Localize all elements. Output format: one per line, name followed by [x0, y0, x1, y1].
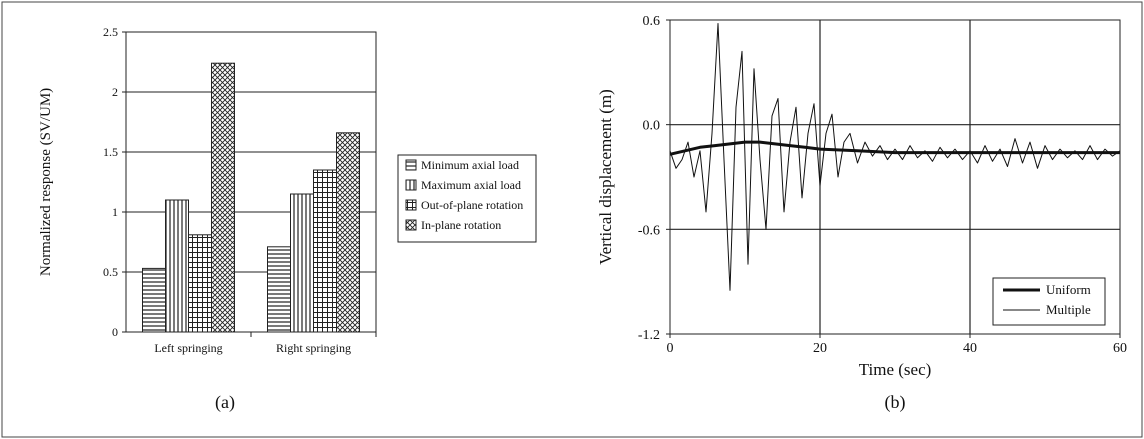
bar-y-tick-label: 1.5	[103, 145, 118, 159]
bar-legend-label: Maximum axial load	[421, 178, 521, 192]
bar	[188, 234, 212, 333]
bar	[165, 199, 189, 333]
line-legend-label: Uniform	[1046, 282, 1091, 297]
bar-legend-swatch	[405, 199, 417, 211]
panel-label-a: (a)	[215, 392, 235, 413]
bar-y-tick-label: 2	[112, 85, 118, 99]
bar	[290, 193, 314, 333]
bars	[142, 62, 360, 333]
line-y-ticks: 0.6 0.0 -0.6 -1.2	[638, 14, 670, 343]
line-gridlines	[670, 20, 1120, 334]
bar	[142, 267, 166, 333]
bar	[336, 132, 360, 333]
bar-legend-label: Out-of-plane rotation	[421, 198, 523, 212]
line-x-tick-label: 40	[963, 341, 977, 356]
line-y-tick-label: -0.6	[638, 223, 660, 238]
bar-legend-entries: Minimum axial load Maximum axial load Out-…	[405, 158, 523, 232]
bar	[267, 246, 291, 333]
panel-label-b: (b)	[885, 392, 906, 413]
line-series	[669, 23, 1121, 291]
line-x-axis-label: Time (sec)	[859, 360, 932, 379]
bar-legend-swatch	[405, 179, 417, 191]
bar	[313, 169, 337, 333]
bar-legend-swatch	[405, 159, 417, 171]
line-x-tick-label: 20	[813, 341, 827, 356]
bar-legend-label: In-plane rotation	[421, 218, 501, 232]
line-y-tick-label: -1.2	[638, 328, 660, 343]
bar-chart-panel: 0 0.5 1 1.5 2 2.5 Left springing Right springi…	[38, 25, 537, 413]
series-line-multiple	[669, 23, 1121, 291]
line-y-axis-label: Vertical displacement (m)	[596, 89, 615, 265]
line-x-ticks: 0 20 40 60	[667, 334, 1127, 356]
bar-y-ticks: 0 0.5 1 1.5 2 2.5	[103, 25, 126, 339]
series-line-uniform	[669, 140, 1120, 156]
line-legend: Uniform Multiple	[992, 277, 1106, 326]
bar-category-label: Left springing	[154, 341, 222, 355]
bar-y-tick-label: 0	[112, 325, 118, 339]
bar-legend-swatch	[405, 219, 417, 231]
bar-y-axis-label: Normalized response (SV/UM)	[38, 88, 54, 276]
bar-y-tick-label: 2.5	[103, 25, 118, 39]
bar-category-label: Right springing	[276, 341, 351, 355]
line-legend-entries: Uniform Multiple	[1003, 282, 1091, 317]
bar-y-tick-label: 0.5	[103, 265, 118, 279]
line-x-tick-label: 60	[1113, 341, 1127, 356]
bar-legend-box	[397, 154, 537, 243]
line-chart-panel: 0.6 0.0 -0.6 -1.2 0 20 40 60 Time (sec) Vertic…	[596, 14, 1127, 413]
line-y-tick-label: 0.6	[643, 14, 661, 29]
line-legend-box	[992, 277, 1106, 326]
bar-category-labels: Left springing Right springing	[154, 332, 377, 355]
bar-y-tick-label: 1	[112, 205, 118, 219]
line-x-tick-label: 0	[667, 341, 674, 356]
line-y-tick-label: 0.0	[643, 119, 661, 134]
bar-legend-label: Minimum axial load	[421, 158, 519, 172]
line-legend-label: Multiple	[1046, 302, 1091, 317]
bar	[211, 62, 235, 333]
bar-legend: Minimum axial load Maximum axial load Out-…	[397, 154, 537, 243]
